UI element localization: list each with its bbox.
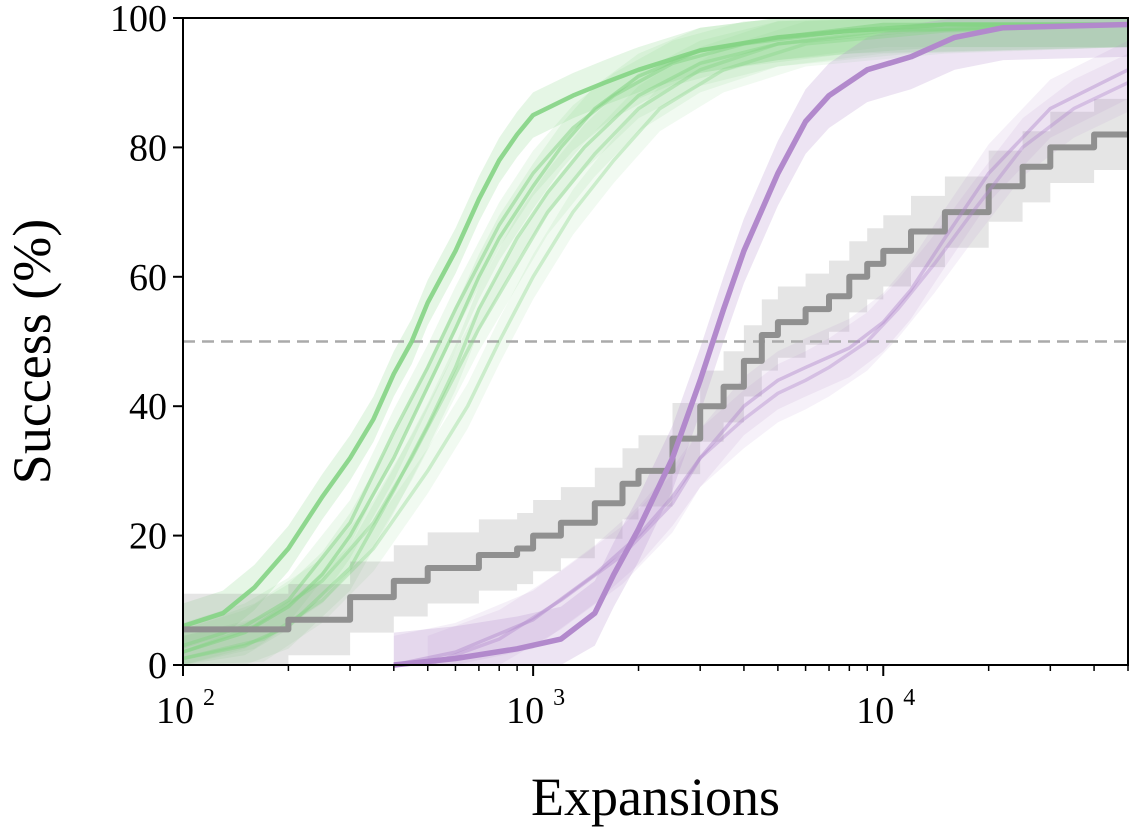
series-band-9 (427, 53, 1128, 666)
series-band-8 (393, 40, 1128, 666)
series-line-9 (427, 81, 1129, 667)
y-tick-label: 80 (129, 127, 167, 169)
y-axis-label: Success (%) (2, 219, 62, 484)
y-tick-label: 60 (129, 257, 167, 299)
y-axis-ticks: 0 20 40 60 80 100 (110, 0, 183, 687)
y-tick-label: 0 (148, 645, 167, 687)
plot-frame (182, 17, 1129, 666)
x-axis-label: Expansions (531, 767, 780, 827)
series-band-6 (183, 98, 1128, 665)
y-tick-label: 100 (110, 0, 167, 40)
series-band-2 (183, 18, 1128, 665)
series-line-3 (182, 22, 1129, 661)
series-line-5 (182, 22, 1129, 661)
x-tick-exponent: 3 (553, 685, 565, 711)
series-line-7 (393, 21, 1129, 668)
series-line-6 (183, 131, 1128, 633)
x-tick-label: 10 (506, 690, 544, 732)
x-tick-label: 10 (156, 690, 194, 732)
x-tick-exponent: 2 (203, 685, 215, 711)
x-tick-label: 10 (856, 690, 894, 732)
confidence-bands (183, 18, 1128, 666)
y-tick-label: 20 (129, 516, 167, 558)
series-band-4 (183, 18, 1128, 665)
series-lines (182, 21, 1129, 668)
series-band-5 (183, 18, 1128, 665)
x-axis-ticks: 10 2 10 3 10 4 (156, 665, 1129, 732)
series-band-1 (183, 18, 1128, 665)
x-tick-exponent: 4 (903, 685, 915, 711)
series-line-8 (393, 68, 1129, 667)
y-tick-label: 40 (129, 386, 167, 428)
series-line-1 (182, 22, 1128, 654)
series-line-4 (182, 22, 1129, 654)
series-line-2 (182, 22, 1129, 648)
